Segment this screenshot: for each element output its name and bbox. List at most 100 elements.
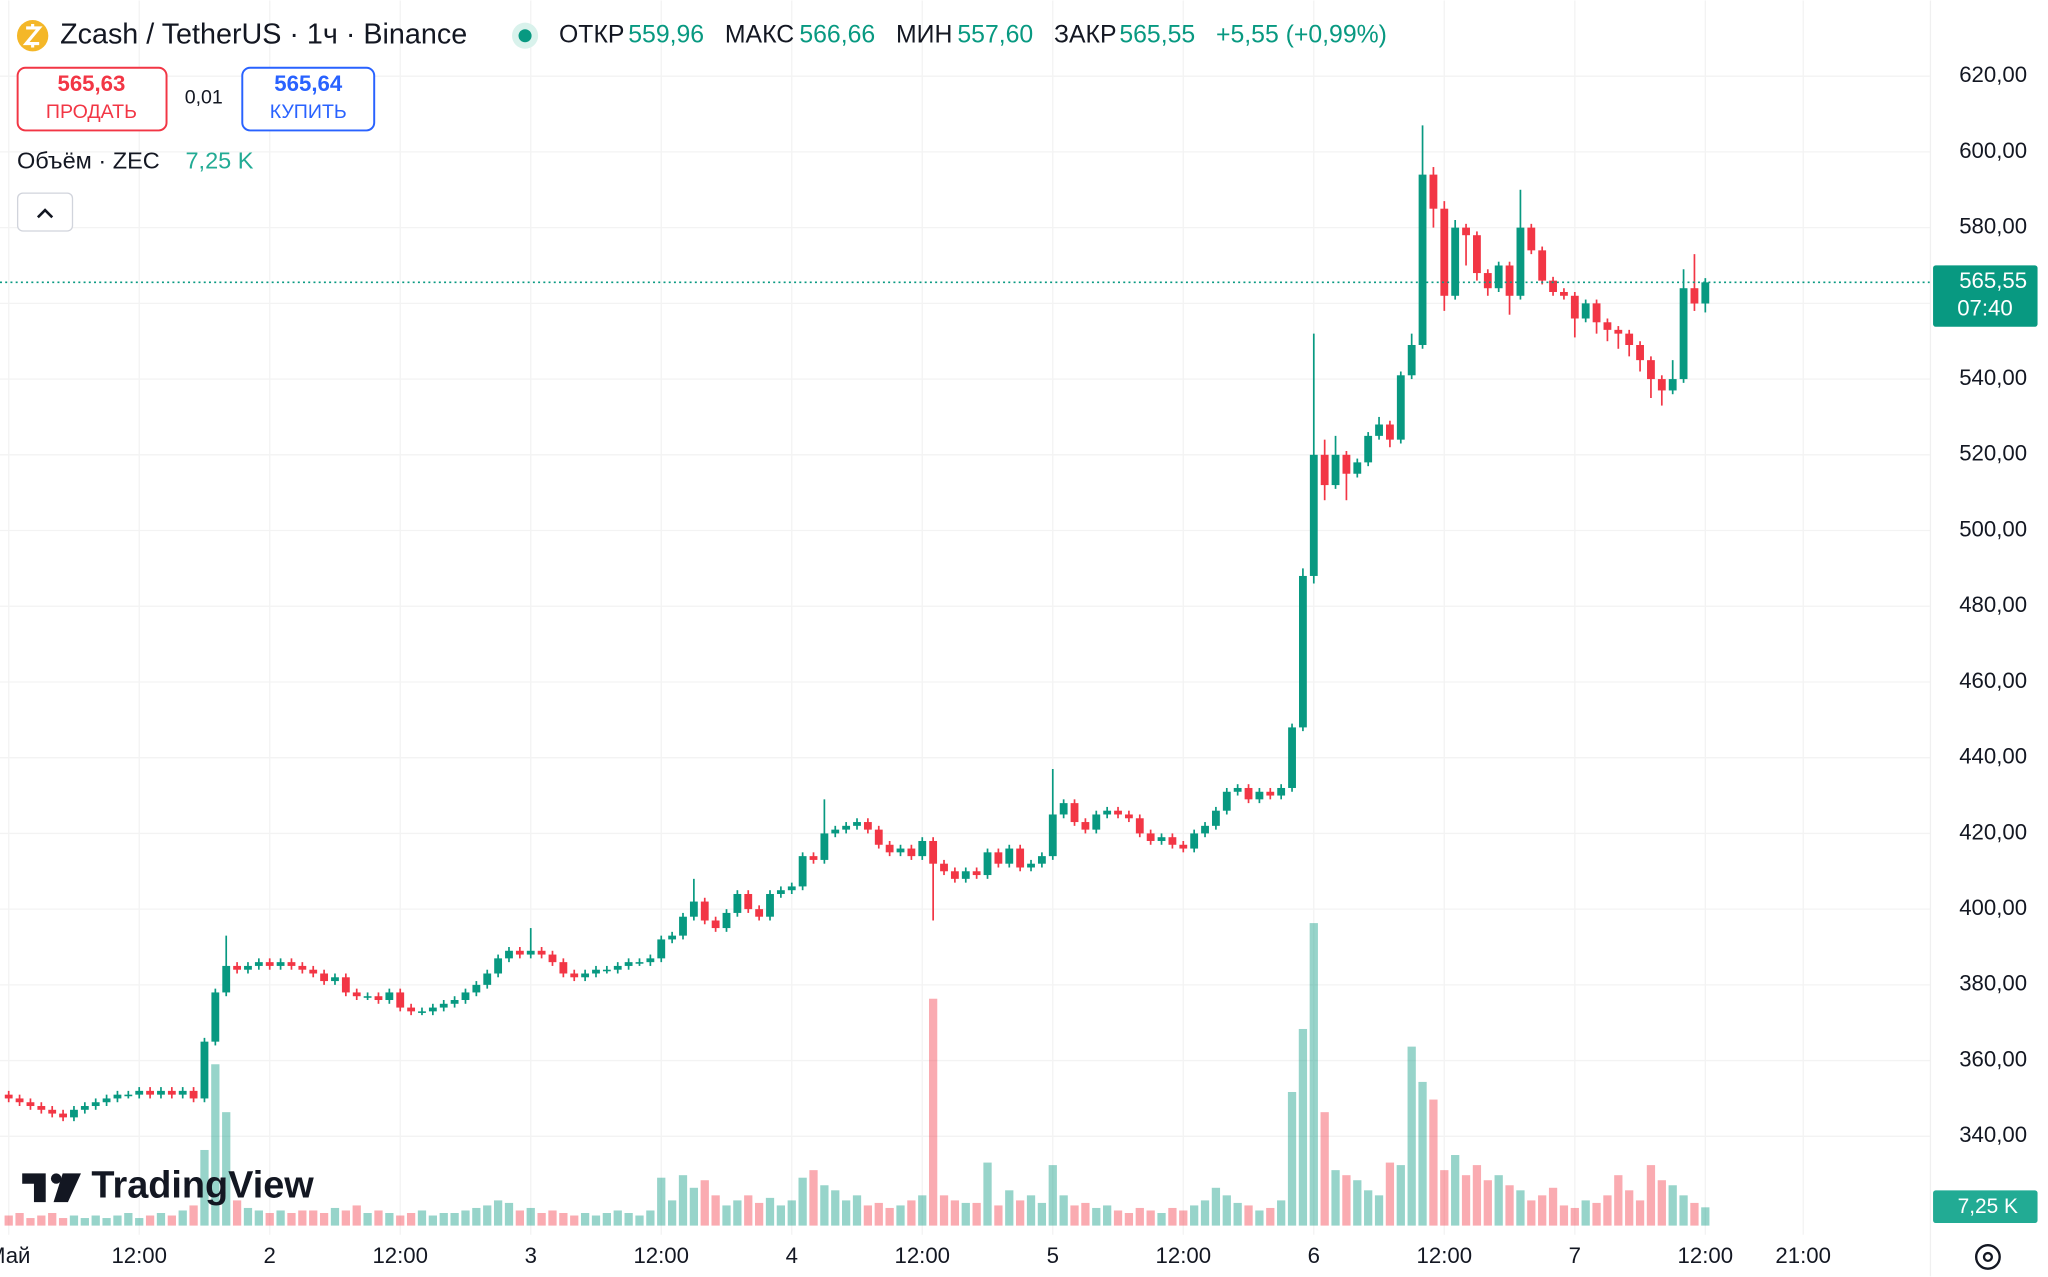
volume-bar — [1364, 1190, 1373, 1226]
candle-body — [798, 856, 807, 887]
buy-label[interactable]: КУПИТЬ — [270, 101, 347, 123]
candle-body — [1701, 282, 1710, 304]
volume-bar — [1657, 1180, 1666, 1226]
volume-bar — [472, 1207, 481, 1226]
volume-bar — [1320, 1112, 1329, 1226]
settings-gear[interactable] — [1974, 1244, 2001, 1270]
settings-hub[interactable] — [1982, 1251, 1994, 1263]
collapse-chevron[interactable] — [36, 208, 54, 219]
candle-body — [1516, 227, 1525, 296]
candle-body — [1168, 837, 1177, 845]
candle-body — [1407, 344, 1416, 376]
candle-body — [1375, 424, 1383, 436]
buy-box[interactable] — [241, 66, 376, 132]
candle-body — [1092, 814, 1101, 830]
candle-body — [211, 992, 220, 1042]
volume-bar — [787, 1200, 796, 1226]
coin-glyph — [22, 23, 43, 48]
volume-bar — [1005, 1190, 1014, 1226]
candle-body — [874, 829, 883, 845]
volume-bar — [1668, 1185, 1677, 1226]
volume-bar — [776, 1205, 786, 1226]
volume-bar — [820, 1185, 829, 1226]
volume-bar — [1103, 1205, 1112, 1226]
x-tick-label: Май — [0, 1243, 30, 1268]
x-tick-label: 21:00 — [1775, 1243, 1831, 1268]
volume-bar — [265, 1212, 274, 1226]
candle-body — [157, 1090, 165, 1095]
volume-bar — [722, 1205, 731, 1226]
volume-bar — [385, 1212, 394, 1226]
candle-body — [1222, 791, 1231, 811]
candle-body — [450, 1000, 459, 1004]
volume-bar — [1527, 1200, 1536, 1226]
volume-bar — [852, 1195, 862, 1226]
candle-body — [374, 996, 383, 1001]
collapse-button[interactable] — [16, 192, 74, 232]
volume-bar — [124, 1212, 133, 1226]
candle-body — [113, 1094, 122, 1099]
candle-body — [1353, 462, 1362, 474]
candle-body — [940, 863, 948, 872]
volume-bar — [863, 1205, 873, 1226]
volume-bar — [907, 1200, 916, 1226]
buy-price[interactable]: 565,64 — [274, 71, 343, 96]
volume-bar — [37, 1215, 46, 1226]
volume-bar — [842, 1200, 851, 1226]
volume-bar — [1059, 1195, 1068, 1226]
settings-icon[interactable] — [1974, 1244, 2001, 1270]
candle-body — [668, 935, 677, 940]
volume-bar — [1538, 1195, 1547, 1226]
candle-body — [1668, 379, 1677, 391]
candle-body — [26, 1102, 35, 1107]
candle-body — [711, 920, 720, 929]
sell-label[interactable]: ПРОДАТЬ — [46, 101, 137, 123]
candle-body — [809, 856, 818, 860]
y-tick-label: 540,00 — [1959, 365, 2027, 390]
volume-bar — [428, 1215, 437, 1226]
candle-body — [1146, 833, 1155, 841]
candle-body — [102, 1098, 111, 1103]
volume-bar — [1461, 1175, 1471, 1226]
candle-body — [298, 965, 307, 970]
volume-bar — [515, 1210, 524, 1226]
sell-button[interactable]: 565,63 ПРОДАТЬ — [16, 66, 168, 132]
candle-body — [537, 950, 546, 955]
volume-bar — [1690, 1202, 1699, 1226]
candle-body — [59, 1113, 67, 1118]
candle-body — [1418, 174, 1427, 345]
volume-bar — [1592, 1202, 1601, 1226]
volume-bar — [102, 1218, 111, 1226]
volume-bar — [145, 1215, 155, 1226]
sell-box[interactable] — [16, 66, 168, 132]
candle-body — [200, 1041, 209, 1099]
candle-body — [472, 984, 481, 993]
y-tick-label: 580,00 — [1959, 213, 2027, 238]
candle-body — [1211, 810, 1220, 826]
volume-bar — [80, 1218, 89, 1226]
candle-body — [526, 950, 535, 955]
volume-bar — [1309, 923, 1318, 1226]
sell-price[interactable]: 565,63 — [57, 71, 125, 96]
candle-body — [428, 1007, 437, 1012]
y-tick-label: 380,00 — [1959, 971, 2027, 996]
candle-body — [222, 965, 231, 993]
buy-button[interactable]: 565,64 КУПИТЬ — [241, 66, 376, 132]
candle-body — [1135, 818, 1144, 834]
candle-body — [1440, 208, 1449, 296]
candle-body — [689, 901, 698, 917]
candle-body — [1603, 322, 1612, 330]
last-price-label: 565,55 — [1959, 268, 2027, 293]
volume-bar — [657, 1177, 666, 1226]
candle-body — [624, 962, 633, 966]
volume-bar — [1168, 1207, 1177, 1226]
volume-bar — [548, 1210, 557, 1226]
candle-body — [1364, 435, 1373, 463]
candle-body — [929, 840, 938, 864]
volume-bar — [831, 1190, 840, 1226]
x-tick-label: 7 — [1569, 1243, 1581, 1268]
candle-body — [657, 939, 666, 959]
volume-legend-label: Объём · ZEC — [17, 148, 160, 174]
volume-bar — [1494, 1175, 1503, 1226]
candle-body — [918, 840, 927, 857]
